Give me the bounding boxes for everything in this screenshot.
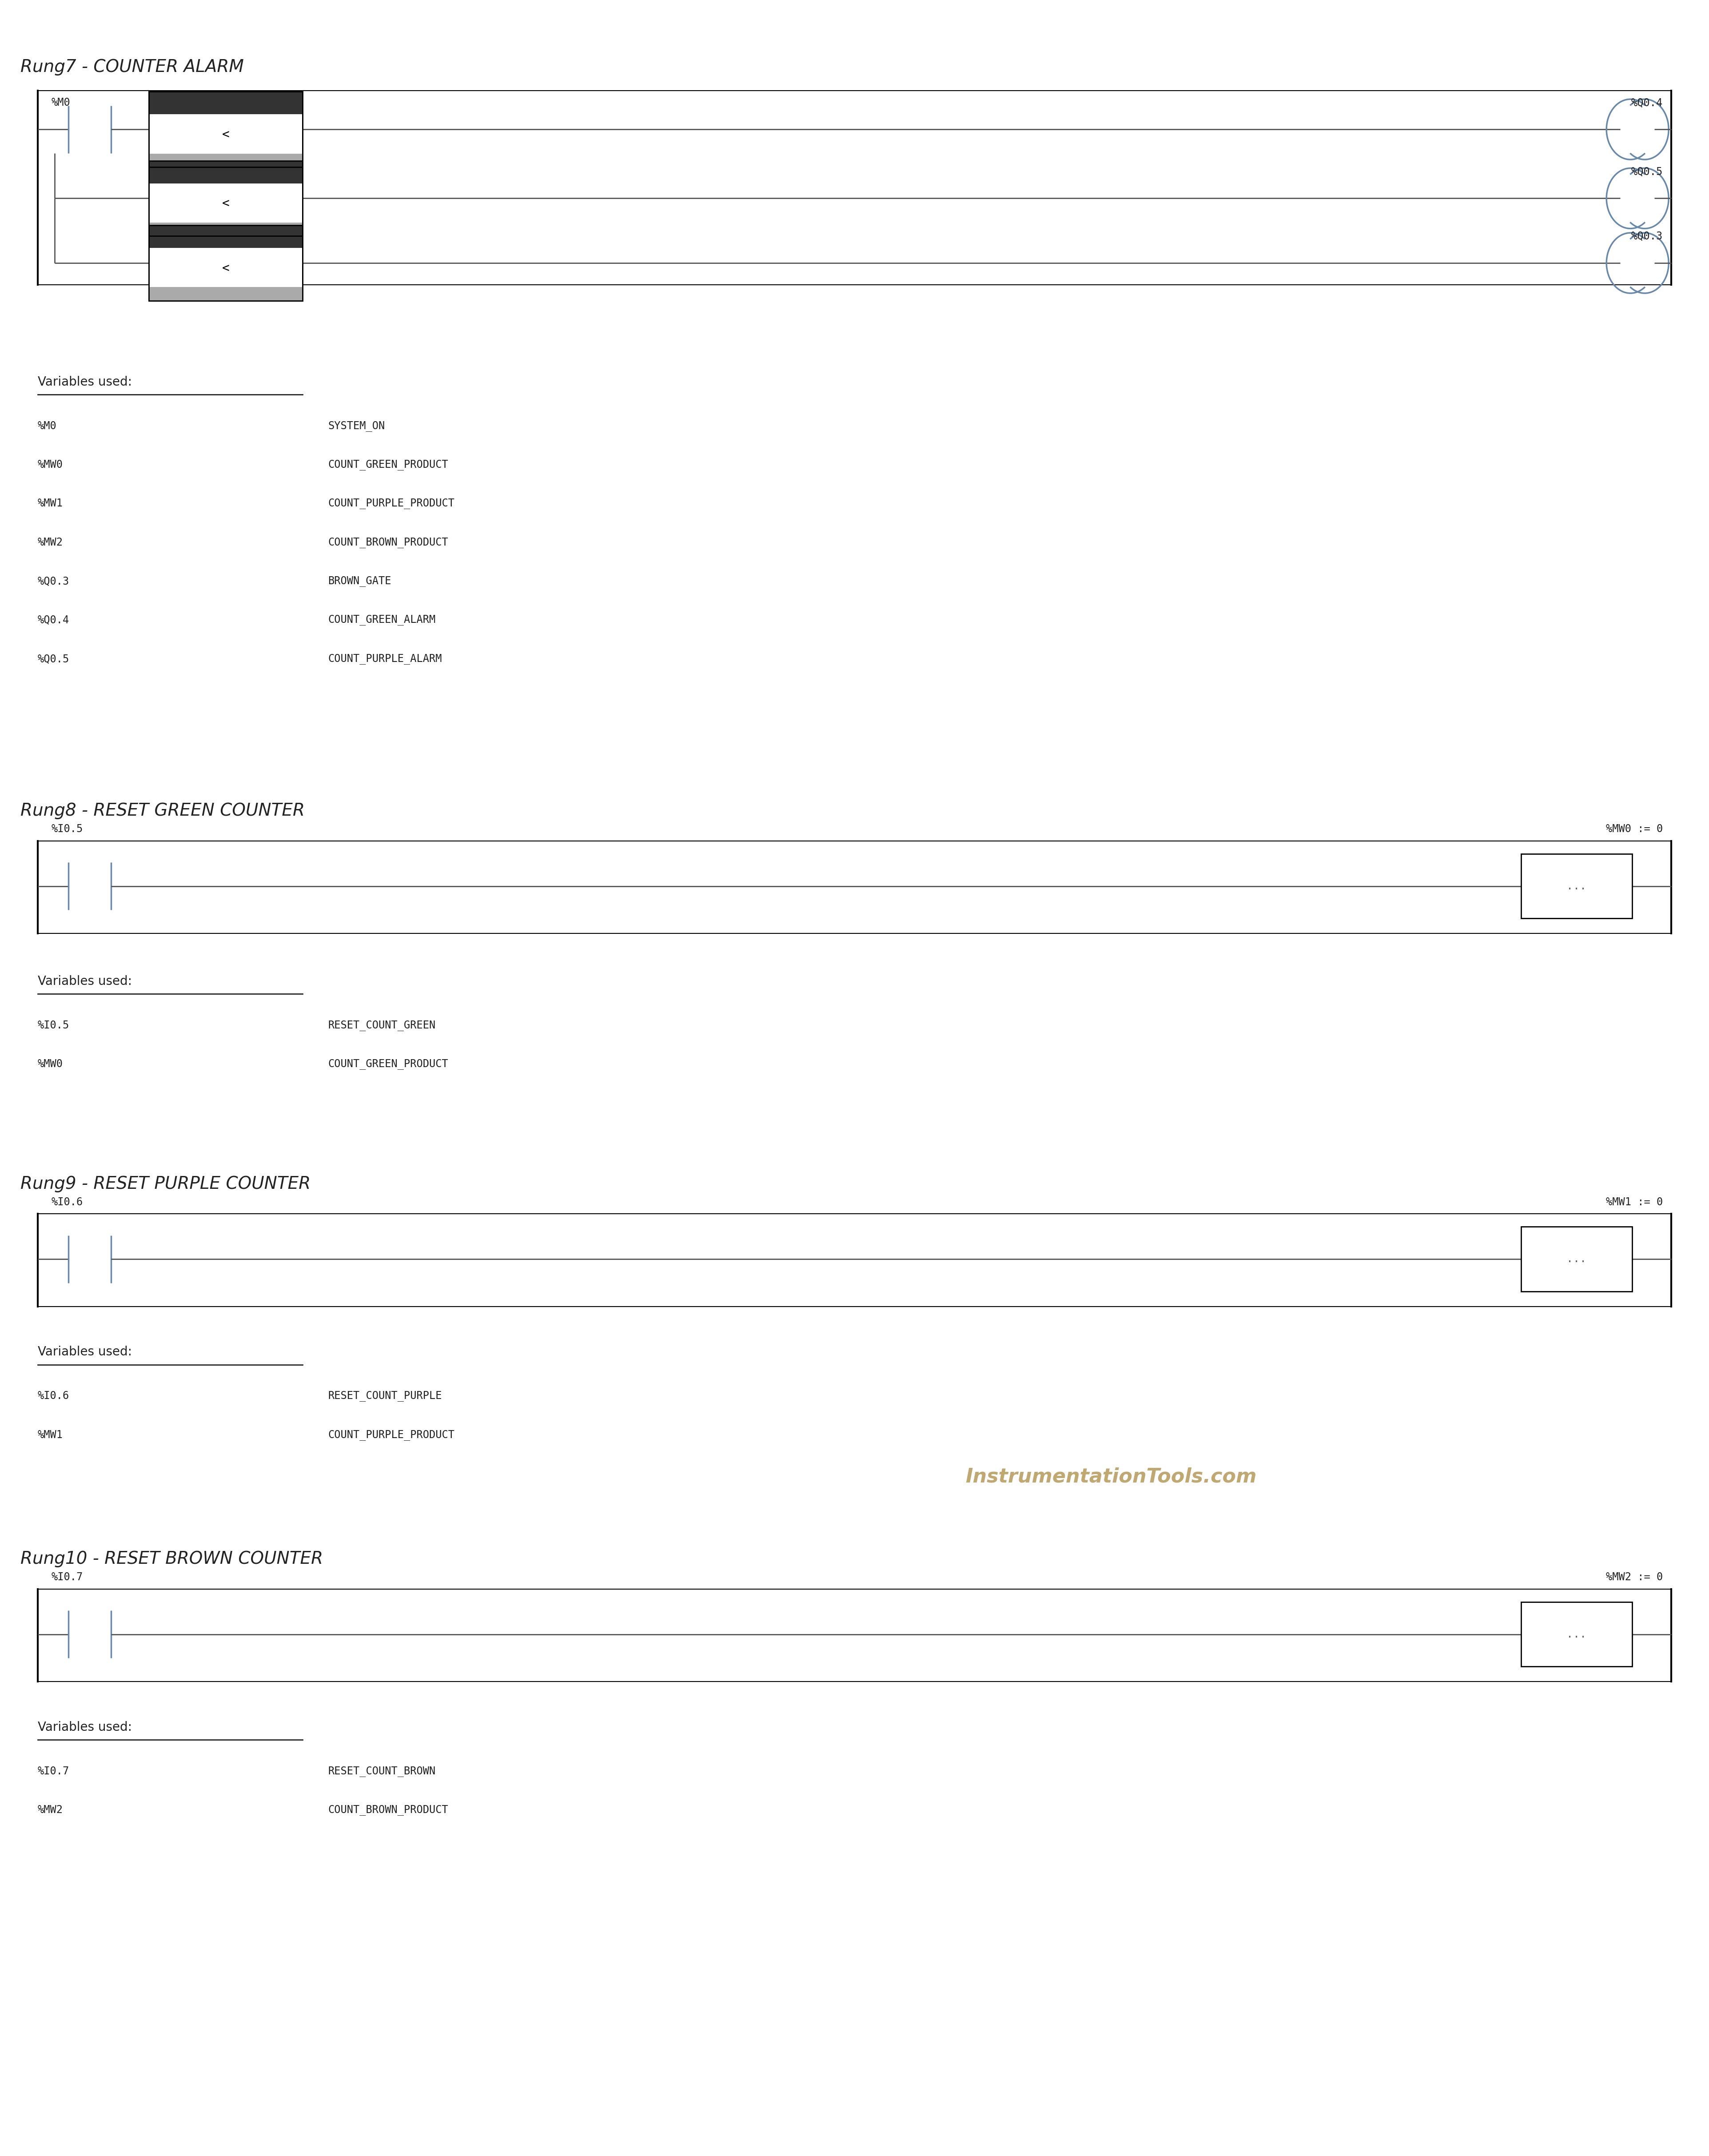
Text: %MW1 = 20: %MW1 = 20 xyxy=(149,166,205,177)
Text: Variables used:: Variables used: xyxy=(38,1345,132,1358)
Text: COUNT_BROWN_PRODUCT: COUNT_BROWN_PRODUCT xyxy=(328,537,448,548)
Bar xyxy=(1521,1602,1632,1667)
Text: Rung8 - RESET GREEN COUNTER: Rung8 - RESET GREEN COUNTER xyxy=(21,802,304,819)
Bar xyxy=(149,224,302,300)
Text: COUNT_PURPLE_PRODUCT: COUNT_PURPLE_PRODUCT xyxy=(328,498,455,509)
Bar xyxy=(1521,854,1632,918)
Bar xyxy=(149,222,302,235)
Text: Variables used:: Variables used: xyxy=(38,1720,132,1733)
Text: %MW2: %MW2 xyxy=(38,1805,63,1815)
Text: %MW0: %MW0 xyxy=(38,459,63,470)
Bar xyxy=(149,91,302,168)
Text: COUNT_GREEN_PRODUCT: COUNT_GREEN_PRODUCT xyxy=(328,459,448,470)
Text: %Q0.4: %Q0.4 xyxy=(38,614,70,625)
Text: %MW2 := 0: %MW2 := 0 xyxy=(1606,1572,1663,1583)
Text: %Q0.3: %Q0.3 xyxy=(1630,231,1663,241)
Text: %I0.6: %I0.6 xyxy=(38,1391,70,1401)
Text: COUNT_PURPLE_ALARM: COUNT_PURPLE_ALARM xyxy=(328,653,443,664)
Text: RESET_COUNT_GREEN: RESET_COUNT_GREEN xyxy=(328,1020,436,1031)
Text: <: < xyxy=(222,129,229,140)
Text: RESET_COUNT_PURPLE: RESET_COUNT_PURPLE xyxy=(328,1391,443,1401)
Text: COUNT_GREEN_PRODUCT: COUNT_GREEN_PRODUCT xyxy=(328,1059,448,1069)
Text: %I0.5: %I0.5 xyxy=(51,824,84,834)
Text: Variables used:: Variables used: xyxy=(38,975,132,987)
Bar xyxy=(149,160,302,235)
Text: %M0: %M0 xyxy=(38,420,56,431)
Bar xyxy=(149,93,302,114)
Text: %Q0.3: %Q0.3 xyxy=(38,576,70,586)
Text: COUNT_PURPLE_PRODUCT: COUNT_PURPLE_PRODUCT xyxy=(328,1429,455,1440)
Text: %I0.5: %I0.5 xyxy=(38,1020,70,1031)
Bar xyxy=(149,287,302,300)
Bar xyxy=(149,153,302,168)
Text: SYSTEM_ON: SYSTEM_ON xyxy=(328,420,385,431)
Text: %MW1: %MW1 xyxy=(38,1429,63,1440)
Text: BROWN_GATE: BROWN_GATE xyxy=(328,576,391,586)
Text: COUNT_GREEN_ALARM: COUNT_GREEN_ALARM xyxy=(328,614,436,625)
Text: %MW2 = 20: %MW2 = 20 xyxy=(149,231,205,241)
Text: ...: ... xyxy=(1567,1630,1586,1639)
Text: %MW0: %MW0 xyxy=(38,1059,63,1069)
Bar xyxy=(149,226,302,248)
Text: RESET_COUNT_BROWN: RESET_COUNT_BROWN xyxy=(328,1766,436,1777)
Text: %I0.7: %I0.7 xyxy=(38,1766,70,1777)
Text: COUNT_BROWN_PRODUCT: COUNT_BROWN_PRODUCT xyxy=(328,1805,448,1815)
Text: Rung9 - RESET PURPLE COUNTER: Rung9 - RESET PURPLE COUNTER xyxy=(21,1175,311,1192)
Bar xyxy=(149,91,302,168)
Text: <: < xyxy=(222,263,229,274)
Text: Variables used:: Variables used: xyxy=(38,375,132,388)
Text: %MW0 := 0: %MW0 := 0 xyxy=(1606,824,1663,834)
Text: %I0.6: %I0.6 xyxy=(51,1197,84,1207)
Text: ...: ... xyxy=(1567,1255,1586,1263)
Bar xyxy=(1521,1227,1632,1291)
Text: %M0: %M0 xyxy=(51,97,70,108)
Text: %MW2: %MW2 xyxy=(38,537,63,548)
Bar xyxy=(149,160,302,235)
Text: %MW0 = 20: %MW0 = 20 xyxy=(149,97,205,108)
Text: %I0.7: %I0.7 xyxy=(51,1572,84,1583)
Text: Rung10 - RESET BROWN COUNTER: Rung10 - RESET BROWN COUNTER xyxy=(21,1550,323,1567)
Text: %MW1 := 0: %MW1 := 0 xyxy=(1606,1197,1663,1207)
Bar xyxy=(149,162,302,183)
Text: %Q0.5: %Q0.5 xyxy=(1630,166,1663,177)
Text: %Q0.4: %Q0.4 xyxy=(1630,97,1663,108)
Text: InstrumentationTools.com: InstrumentationTools.com xyxy=(966,1468,1256,1485)
Text: ...: ... xyxy=(1567,882,1586,890)
Bar xyxy=(149,224,302,300)
Text: %Q0.5: %Q0.5 xyxy=(38,653,70,664)
Text: %MW1: %MW1 xyxy=(38,498,63,509)
Text: Rung7 - COUNTER ALARM: Rung7 - COUNTER ALARM xyxy=(21,58,244,75)
Text: <: < xyxy=(222,198,229,209)
